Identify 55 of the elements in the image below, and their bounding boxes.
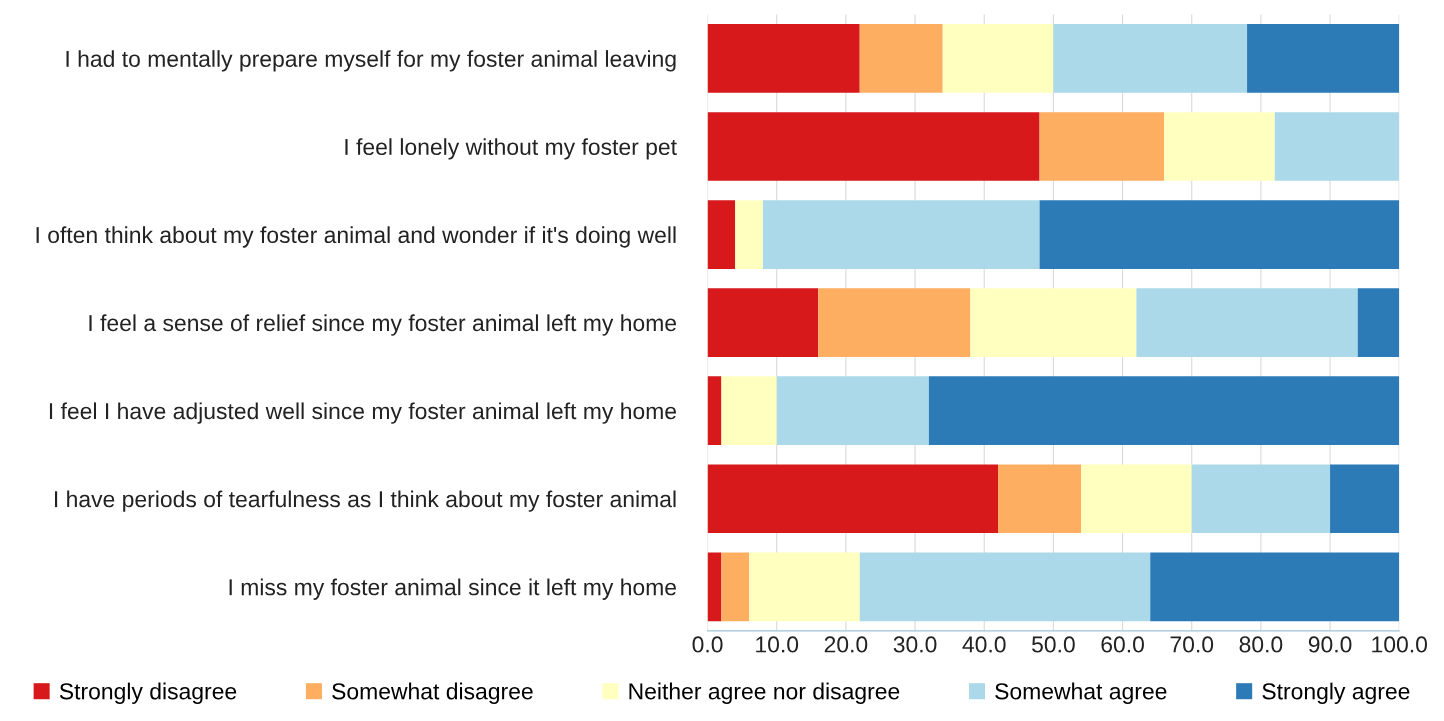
bar — [1039, 112, 1165, 181]
bar — [928, 376, 1400, 446]
y-tick-label: I had to mentally prepare myself for my foster animal leaving — [66, 50, 676, 72]
x-tick-label: 70.0 — [1170, 636, 1214, 653]
y-tick-label: I have periods of tearfulness as I think about my foster animal — [55, 490, 676, 512]
x-tick-label: 20.0 — [824, 636, 868, 653]
bar — [721, 376, 777, 446]
bar — [707, 288, 819, 357]
legend-label: Strongly disagree — [59, 682, 237, 704]
x-tick-label: 50.0 — [1032, 636, 1075, 653]
bar — [735, 200, 763, 269]
bar — [1357, 288, 1400, 357]
bar — [942, 24, 1054, 93]
bar — [1191, 464, 1331, 534]
bar — [1053, 24, 1248, 93]
x-tick-label: 40.0 — [962, 636, 1006, 653]
x-tick-label: 10.0 — [756, 636, 799, 653]
bar — [1164, 112, 1275, 181]
bar — [762, 200, 1040, 269]
bar — [1330, 464, 1400, 534]
bar — [707, 376, 722, 446]
legend-label: Strongly agree — [1262, 682, 1410, 704]
bar — [1274, 112, 1400, 181]
y-tick-label: I often think about my foster animal and wonder if it's doing well — [36, 226, 676, 248]
bar — [1247, 24, 1400, 93]
bar — [1081, 464, 1192, 534]
bar — [970, 288, 1137, 357]
bar — [707, 464, 999, 534]
bar — [707, 552, 722, 622]
bar — [707, 200, 736, 269]
bar — [776, 376, 929, 446]
bar — [818, 288, 971, 357]
x-tick-label: 30.0 — [893, 636, 937, 653]
bar — [1150, 552, 1400, 622]
x-tick-label: 60.0 — [1101, 636, 1144, 653]
bar — [707, 24, 860, 93]
x-tick-label: 80.0 — [1239, 636, 1283, 653]
legend-label: Somewhat agree — [995, 682, 1167, 704]
bar — [859, 552, 1151, 622]
bar — [1136, 288, 1358, 357]
bar — [1039, 200, 1400, 269]
bar — [721, 552, 750, 622]
legend-label: Somewhat disagree — [332, 682, 533, 704]
y-tick-label: I feel a sense of relief since my foster animal left my home — [89, 314, 677, 336]
legend-label: Neither agree nor disagree — [629, 682, 900, 704]
bar — [707, 112, 1040, 181]
x-tick-label: 0.0 — [692, 636, 723, 653]
bar — [859, 24, 943, 93]
x-tick-label: 90.0 — [1308, 636, 1352, 653]
bar — [998, 464, 1082, 534]
bar — [749, 552, 860, 622]
y-tick-label: I miss my foster animal since it left my home — [229, 578, 677, 600]
y-tick-label: I feel I have adjusted well since my foster animal left my home — [49, 402, 677, 424]
x-tick-label: 100.0 — [1372, 636, 1428, 653]
y-tick-label: I feel lonely without my foster pet — [345, 138, 677, 160]
